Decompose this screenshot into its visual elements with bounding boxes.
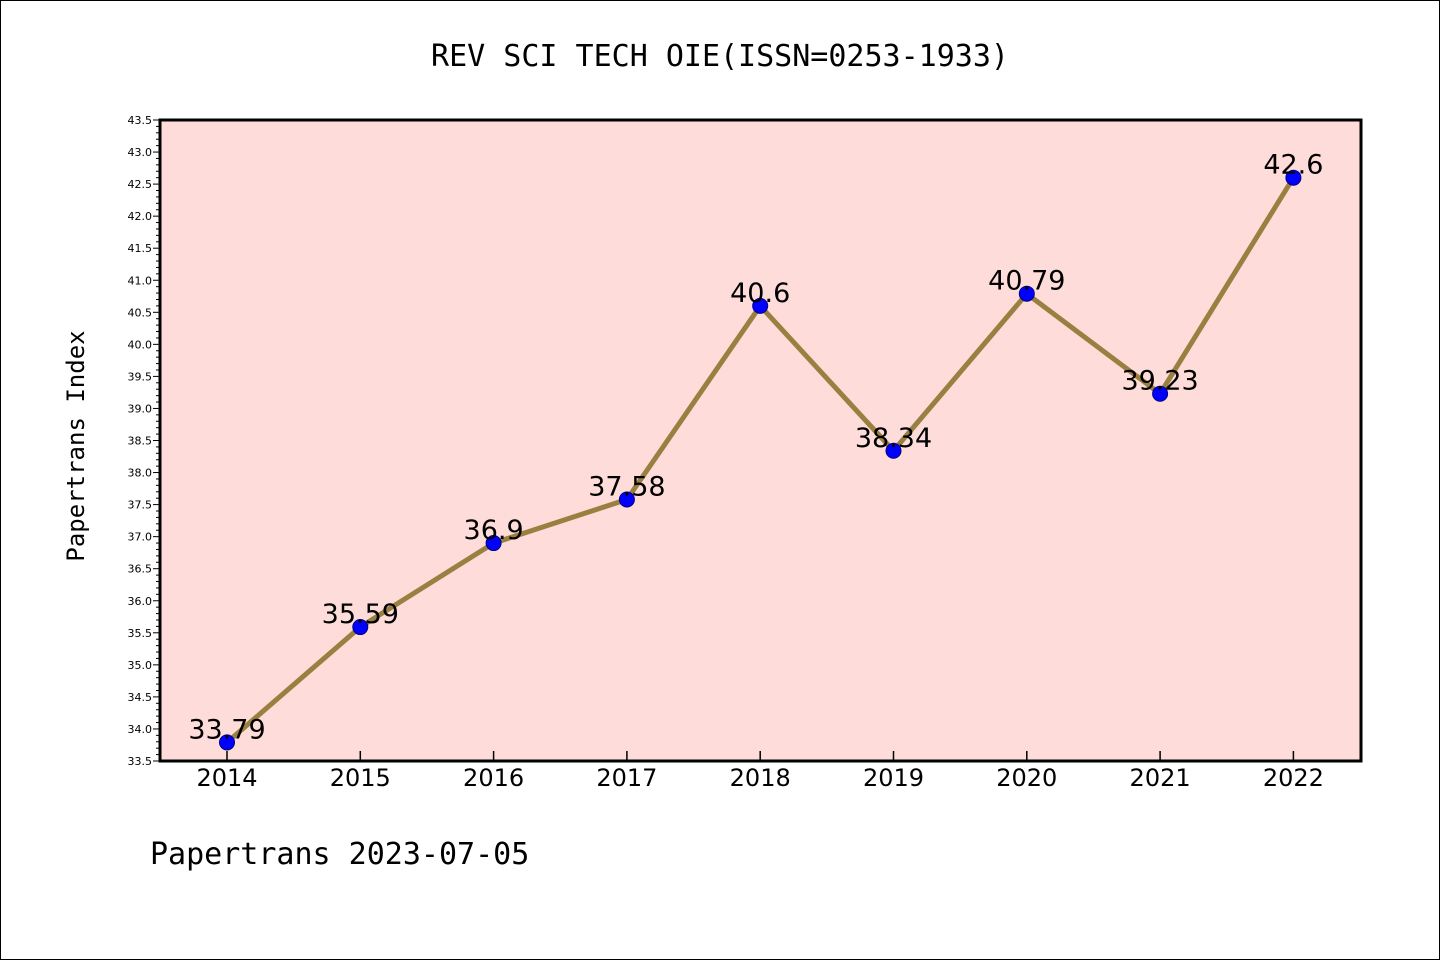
data-label: 37.58 <box>588 471 665 502</box>
data-point <box>618 491 635 508</box>
data-label: 35.59 <box>322 599 399 630</box>
y-tick-label: 42.0 <box>128 210 153 223</box>
data-label: 40.6 <box>730 278 790 309</box>
plot-border <box>158 118 1363 763</box>
data-point <box>485 535 502 552</box>
y-tick-label: 39.5 <box>128 370 153 383</box>
x-tick-label: 2017 <box>596 764 657 792</box>
y-tick-label: 34.5 <box>128 691 153 704</box>
y-tick-label: 36.5 <box>128 563 153 576</box>
data-label: 39.23 <box>1121 366 1198 397</box>
x-tick-label: 2014 <box>196 764 257 792</box>
y-tick-label: 33.5 <box>128 755 153 768</box>
y-tick-label: 40.5 <box>128 306 153 319</box>
x-tick-label: 2019 <box>863 764 924 792</box>
data-point <box>1285 169 1302 186</box>
x-axis: 2014 2015 2016 2017 2018 2019 2020 2021 2022 <box>196 751 1324 792</box>
data-point <box>885 442 902 459</box>
y-tick-label: 43.0 <box>128 146 153 159</box>
y-axis: 33.5 34.0 34.5 35.0 35.5 36.0 36.5 37.0 37.5 38.0… <box>128 114 160 768</box>
x-tick-label: 2016 <box>463 764 524 792</box>
data-label: 36.9 <box>464 515 524 546</box>
data-point <box>1018 285 1035 302</box>
data-point <box>219 734 235 751</box>
y-tick-label: 42.5 <box>128 178 153 191</box>
y-tick-label: 37.5 <box>128 499 153 512</box>
plot-area <box>160 120 1361 761</box>
y-tick-label: 38.5 <box>128 435 153 448</box>
x-tick-label: 2018 <box>730 764 791 792</box>
y-tick-label: 43.5 <box>128 114 153 127</box>
y-tick-label: 41.0 <box>128 274 153 287</box>
data-point <box>352 619 369 636</box>
y-tick-label: 35.5 <box>128 627 153 640</box>
y-tick-label: 34.0 <box>128 723 153 736</box>
y-tick-label: 40.0 <box>128 338 153 351</box>
data-markers <box>219 169 1302 751</box>
footer-date: Papertrans 2023-07-05 <box>150 837 529 872</box>
data-labels: 33.79 35.59 36.9 37.58 40.6 38.34 40.79 39.23 42… <box>188 150 1323 746</box>
y-tick-label: 41.5 <box>128 242 153 255</box>
x-tick-label: 2015 <box>330 764 391 792</box>
y-tick-label: 39.0 <box>128 402 153 415</box>
data-label: 42.6 <box>1263 150 1323 181</box>
y-tick-label: 38.0 <box>128 467 153 480</box>
x-tick-label: 2022 <box>1263 764 1324 792</box>
y-tick-label: 37.0 <box>128 531 153 544</box>
y-axis-label: Papertrans Index <box>62 330 90 561</box>
x-tick-label: 2020 <box>996 764 1057 792</box>
data-label: 40.79 <box>988 266 1065 297</box>
x-tick-label: 2021 <box>1130 764 1191 792</box>
data-label: 33.79 <box>188 714 265 745</box>
data-label: 38.34 <box>855 423 932 454</box>
data-point <box>752 297 769 314</box>
y-tick-label: 36.0 <box>128 595 153 608</box>
chart-title: REV SCI TECH OIE(ISSN=0253-1933) <box>431 39 1009 74</box>
y-tick-label: 35.0 <box>128 659 153 672</box>
data-point <box>1152 385 1169 402</box>
